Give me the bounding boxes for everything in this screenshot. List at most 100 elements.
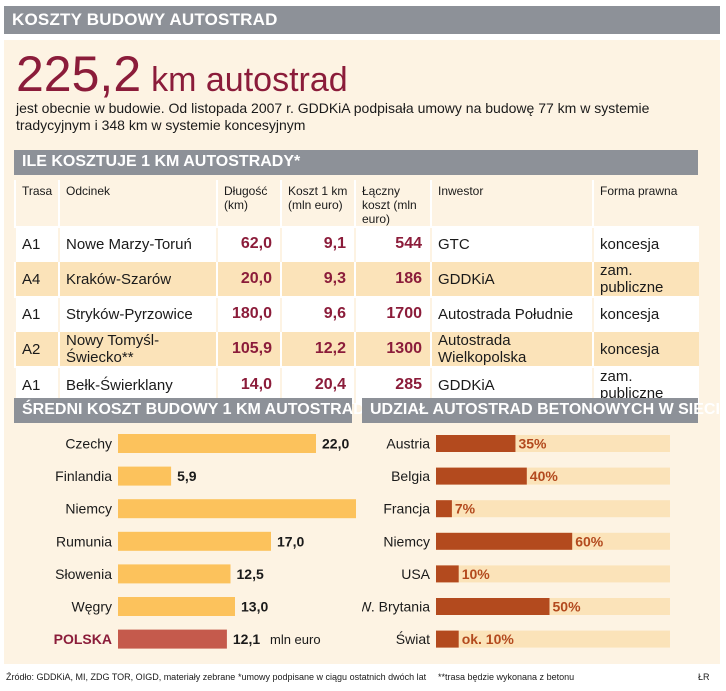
bar (436, 565, 459, 583)
bar (118, 499, 356, 519)
bar (118, 466, 172, 486)
table-header-row: Trasa Odcinek Długość (km) Koszt 1 km (m… (14, 180, 699, 227)
bar (436, 467, 527, 485)
category-label: Słowenia (55, 566, 112, 582)
table-cell: 1700 (354, 297, 431, 331)
category-label: Rumunia (56, 533, 112, 549)
table-header-cell: Forma prawna (592, 180, 699, 227)
table-cell: 544 (354, 227, 431, 261)
table-cell: koncesja (592, 297, 699, 331)
table-section-header: ILE KOSZTUJE 1 KM AUTOSTRADY* (14, 150, 698, 175)
category-label: Austria (386, 436, 430, 452)
table-cell: 20,0 (216, 261, 281, 297)
table-cell: zam. publiczne (592, 367, 699, 403)
category-label: Czechy (65, 436, 112, 452)
category-label: Finlandia (55, 468, 112, 484)
table-cell: 14,0 (216, 367, 281, 403)
value-label: 22,0 (322, 436, 349, 452)
category-label: Świat (396, 630, 430, 647)
table-cell: 12,2 (280, 331, 355, 367)
category-label: W. Brytania (362, 599, 430, 615)
bar (118, 629, 227, 649)
concrete-share-chart-title: UDZIAŁ AUTOSTRAD BETONOWYCH W SIECI (370, 401, 720, 418)
table-cell: 180,0 (216, 297, 281, 331)
avg-cost-chart-title: ŚREDNI KOSZT BUDOWY 1 KM AUTOSTRADY (22, 401, 376, 418)
page-title: KOSZTY BUDOWY AUTOSTRAD (12, 10, 278, 29)
table-header-cell: Odcinek (58, 180, 217, 227)
table-header-cell: Długość (km) (216, 180, 281, 227)
table-cell: Stryków-Pyrzowice (58, 297, 217, 331)
bar (118, 564, 231, 584)
category-label: USA (401, 566, 430, 582)
table-header-cell: Łączny koszt (mln euro) (354, 180, 431, 227)
bar-track (436, 565, 670, 583)
category-label: Belgia (391, 468, 430, 484)
highlight-unit: km autostrad (151, 61, 348, 99)
table-cell: GTC (430, 227, 593, 261)
table-cell: zam. publiczne (592, 261, 699, 297)
bar (436, 598, 550, 615)
value-label: ok. 10% (462, 631, 515, 647)
footnote-1: *umowy podpisane w ciągu ostatnich dwóch… (238, 672, 427, 682)
value-label: 5,9 (177, 468, 197, 484)
table-cell: 20,4 (280, 367, 355, 403)
source-note: Źródło: GDDKiA, MI, ZDG TOR, OIGD, mater… (6, 672, 236, 682)
category-label: POLSKA (54, 631, 112, 647)
table-cell: 9,1 (280, 227, 355, 261)
table-cell: 1300 (354, 331, 431, 367)
table-cell: 186 (354, 261, 431, 297)
bar (118, 434, 316, 453)
table-cell: GDDKiA (430, 261, 593, 297)
table-header-cell: Trasa (14, 180, 59, 227)
author-credit: ŁR (698, 672, 710, 682)
value-label: 17,0 (277, 533, 304, 549)
table-row: A1 Bełk-Świerklany 14,0 20,4 285 GDDKiA … (14, 367, 699, 403)
table-cell: 105,9 (216, 331, 281, 367)
table-cell: 62,0 (216, 227, 281, 261)
table-cell: GDDKiA (430, 367, 593, 403)
unit-label: mln euro (270, 632, 321, 647)
value-label: 13,0 (241, 599, 268, 615)
avg-cost-chart-header: ŚREDNI KOSZT BUDOWY 1 KM AUTOSTRADY (14, 398, 376, 423)
value-label: 12,5 (237, 566, 264, 582)
bar (118, 531, 271, 551)
value-label: 60% (575, 533, 604, 549)
table-header-cell: Koszt 1 km (mln euro) (280, 180, 355, 227)
table-row: A4 Kraków-Szarów 20,0 9,3 186 GDDKiA zam… (14, 261, 699, 297)
highlight-figure: 225,2 km autostrad (16, 46, 348, 108)
table-cell: 9,3 (280, 261, 355, 297)
concrete-share-chart: Austria 35% Belgia 40% Francja 7% Niemcy 60% USA… (362, 435, 670, 648)
value-label: 35% (518, 436, 547, 452)
table-row: A2 Nowy Tomyśl-Świecko** 105,9 12,2 1300… (14, 331, 699, 367)
avg-cost-chart: Czechy22,0Finlandia5,9Niemcy26,8Rumunia1… (54, 434, 356, 649)
concrete-share-chart-header: UDZIAŁ AUTOSTRAD BETONOWYCH W SIECI (362, 398, 720, 423)
table-cell: A1 (14, 227, 59, 261)
value-label: 10% (462, 566, 491, 582)
category-label: Francja (383, 501, 430, 517)
table-cell: 285 (354, 367, 431, 403)
category-label: Niemcy (65, 501, 112, 517)
table-cell: koncesja (592, 331, 699, 367)
highlight-text: jest obecnie w budowie. Od listopada 200… (16, 100, 650, 133)
table-cell: Bełk-Świerklany (58, 367, 217, 403)
bar (118, 597, 235, 616)
header-bar: KOSZTY BUDOWY AUTOSTRAD (4, 6, 720, 34)
bar (436, 435, 516, 452)
table-cell: A1 (14, 297, 59, 331)
table-row: A1 Stryków-Pyrzowice 180,0 9,6 1700 Auto… (14, 297, 699, 331)
table-cell: A2 (14, 331, 59, 367)
bar (436, 500, 452, 518)
table-cell: 9,6 (280, 297, 355, 331)
table-cell: A4 (14, 261, 59, 297)
value-label: 50% (553, 599, 582, 615)
table-cell: koncesja (592, 227, 699, 261)
value-label: 40% (530, 468, 559, 484)
footnote-2: **trasa będzie wykonana z betonu (438, 672, 575, 682)
table-cell: A1 (14, 367, 59, 403)
value-label: 7% (455, 501, 476, 517)
table-header-cell: Inwestor (430, 180, 593, 227)
table-cell: Autostrada Wielkopolska (430, 331, 593, 367)
table-row: A1 Nowe Marzy-Toruń 62,0 9,1 544 GTC kon… (14, 227, 699, 261)
value-label: 12,1 (233, 631, 260, 647)
costs-table: Trasa Odcinek Długość (km) Koszt 1 km (m… (14, 180, 699, 404)
